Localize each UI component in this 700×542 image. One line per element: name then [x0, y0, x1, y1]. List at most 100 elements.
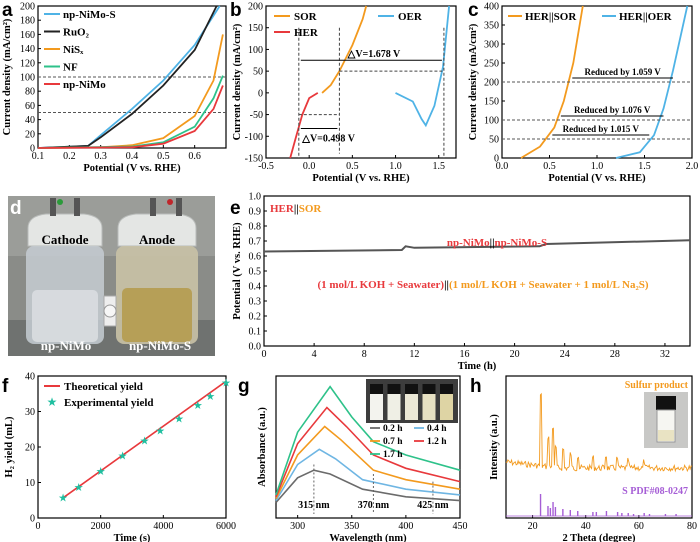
y-tick-label: 0.5 — [249, 267, 262, 278]
x-tick-label: 0.2 — [63, 151, 76, 162]
experimental-point: ★ — [193, 400, 203, 412]
legend-label: Theoretical yield — [64, 381, 143, 393]
electrolyte-label: (1 mol/L KOH + Seawater)||(1 mol/L KOH +… — [317, 279, 648, 291]
y-tick-label: 140 — [20, 44, 35, 55]
y-tick-label: 1.0 — [249, 192, 262, 203]
y-axis-label: Current density (mA/cm²) — [2, 18, 13, 135]
legend-label: 1.2 h — [427, 437, 447, 447]
panel-label-f: f — [2, 376, 9, 397]
vial — [422, 394, 436, 420]
x-tick-label: 1.5 — [432, 161, 445, 172]
legend-swatch: ★ — [47, 395, 58, 409]
panel-b: b -0.5 0.0 0.5 1.0 1.5 -150 -100 -50 0 50 100 150 20… — [230, 0, 457, 184]
legend-label: 0.7 h — [383, 437, 403, 447]
y-tick-label: 80 — [25, 87, 35, 98]
x-tick-label: 28 — [610, 349, 620, 360]
legend-label: Sulfur product — [625, 380, 689, 391]
panel-label-c: c — [468, 0, 479, 21]
peak-label: 425 nm — [417, 500, 449, 511]
legend-label: 0.2 h — [383, 424, 403, 434]
y-tick-label: 20 — [25, 443, 35, 454]
x-axis-label: Time (s) — [114, 533, 151, 542]
stability-curve — [263, 239, 691, 253]
x-tick-label: 0.1 — [32, 151, 45, 162]
experimental-point: ★ — [205, 391, 215, 403]
legend-label: RuO₂ — [63, 27, 90, 39]
x-tick-label: 20 — [510, 349, 520, 360]
x-tick-label: 40 — [581, 521, 591, 532]
y-tick-label: 300 — [484, 40, 499, 51]
x-tick-label: 0.5 — [346, 161, 359, 172]
y-tick-label: 0 — [494, 154, 499, 165]
y-tick-label: 100 — [248, 45, 263, 56]
panel-d-photo: d Cathode Anode np-NiMo np-NiMo-S — [8, 196, 215, 356]
y-tick-label: -50 — [250, 110, 263, 121]
panel-g: g 300 350 400 450 Wavelength (nm) Absorbance … — [238, 375, 468, 542]
x-tick-label: 32 — [660, 349, 670, 360]
title-part: HER — [270, 203, 295, 215]
y-tick-label: 0.2 — [249, 312, 262, 323]
vial — [405, 394, 418, 420]
electrolyte-part: (1 mol/L KOH + Seawater) — [317, 279, 444, 291]
y-tick-label: 400 — [484, 2, 499, 13]
electrolyte-part: (1 mol/L KOH + Seawater + 1 mol/L Na₂S) — [449, 279, 649, 291]
series-line — [395, 5, 450, 128]
panel-label-b: b — [230, 0, 242, 21]
anode-label: Anode — [139, 232, 175, 247]
y-axis-label: Intensity (a.u.) — [489, 414, 500, 480]
y-tick-label: -100 — [245, 132, 263, 143]
delta-v-her-label: △V=0.498 V — [301, 133, 355, 144]
electrolyte-part: || — [444, 279, 449, 291]
x-tick-label: 2000 — [91, 521, 111, 532]
x-axis-label: Time (h) — [458, 361, 497, 372]
vial-cap — [387, 384, 401, 394]
x-tick-label: 0.5 — [543, 161, 556, 172]
y-tick-label: 0 — [30, 144, 35, 155]
title-part: SOR — [299, 203, 323, 215]
y-tick-label: 0.6 — [249, 252, 262, 263]
plot-frame — [505, 375, 693, 519]
y-tick-label: 200 — [248, 2, 263, 13]
x-axis-label: Potential (V vs. RHE) — [312, 173, 410, 184]
device-part: np-NiMo — [447, 237, 490, 249]
plot-frame — [275, 375, 461, 519]
panel-a: a 0.1 0.2 0.3 0.4 0.5 0.6 0 20 40 60 80 100 120 140 16… — [2, 0, 227, 174]
x-tick-label: 4000 — [153, 521, 173, 532]
y-tick-label: 50 — [489, 135, 499, 146]
panel-label-a: a — [2, 0, 13, 21]
legend-label: Experimental yield — [64, 397, 154, 409]
panel-c: c 0.0 0.5 1.0 1.5 2.0 0 50 100 150 200 250 300 350 40… — [468, 0, 698, 184]
green-clip-icon — [57, 199, 63, 205]
device-label: np-NiMo||np-NiMo-S — [447, 237, 547, 249]
peak-label: 315 nm — [298, 500, 330, 511]
legend-label: S PDF#08-0247 — [622, 486, 688, 497]
x-tick-label: 0 — [262, 349, 267, 360]
title-part: || — [294, 203, 299, 215]
device-part: || — [490, 237, 495, 249]
absorbance-curve — [275, 425, 461, 500]
y-tick-label: 150 — [248, 23, 263, 34]
panel-label-d: d — [10, 198, 22, 219]
cathode-sample-label: np-NiMo — [41, 338, 92, 353]
series-line — [615, 5, 689, 159]
x-tick-label: 1.0 — [591, 161, 604, 172]
x-axis-label: Wavelength (nm) — [329, 533, 407, 542]
x-tick-label: 12 — [409, 349, 419, 360]
legend-label: SOR — [294, 11, 318, 23]
red-clip-icon — [167, 199, 173, 205]
reduction-label: Reduced by 1.076 V — [574, 105, 651, 115]
panel-label-h: h — [470, 376, 482, 397]
vial-cap — [370, 384, 383, 394]
y-tick-label: 100 — [20, 73, 35, 84]
legend-label: OER — [398, 11, 423, 23]
x-tick-label: 1.5 — [638, 161, 651, 172]
legend-label: NiSₓ — [63, 44, 84, 56]
x-tick-label: 300 — [290, 521, 305, 532]
x-tick-label: 400 — [398, 521, 413, 532]
experimental-point: ★ — [58, 492, 68, 504]
x-tick-label: 0.6 — [188, 151, 201, 162]
absorbance-curve — [275, 385, 461, 496]
y-axis-label: H₂ yield (mL) — [4, 416, 15, 477]
x-tick-label: 16 — [459, 349, 469, 360]
